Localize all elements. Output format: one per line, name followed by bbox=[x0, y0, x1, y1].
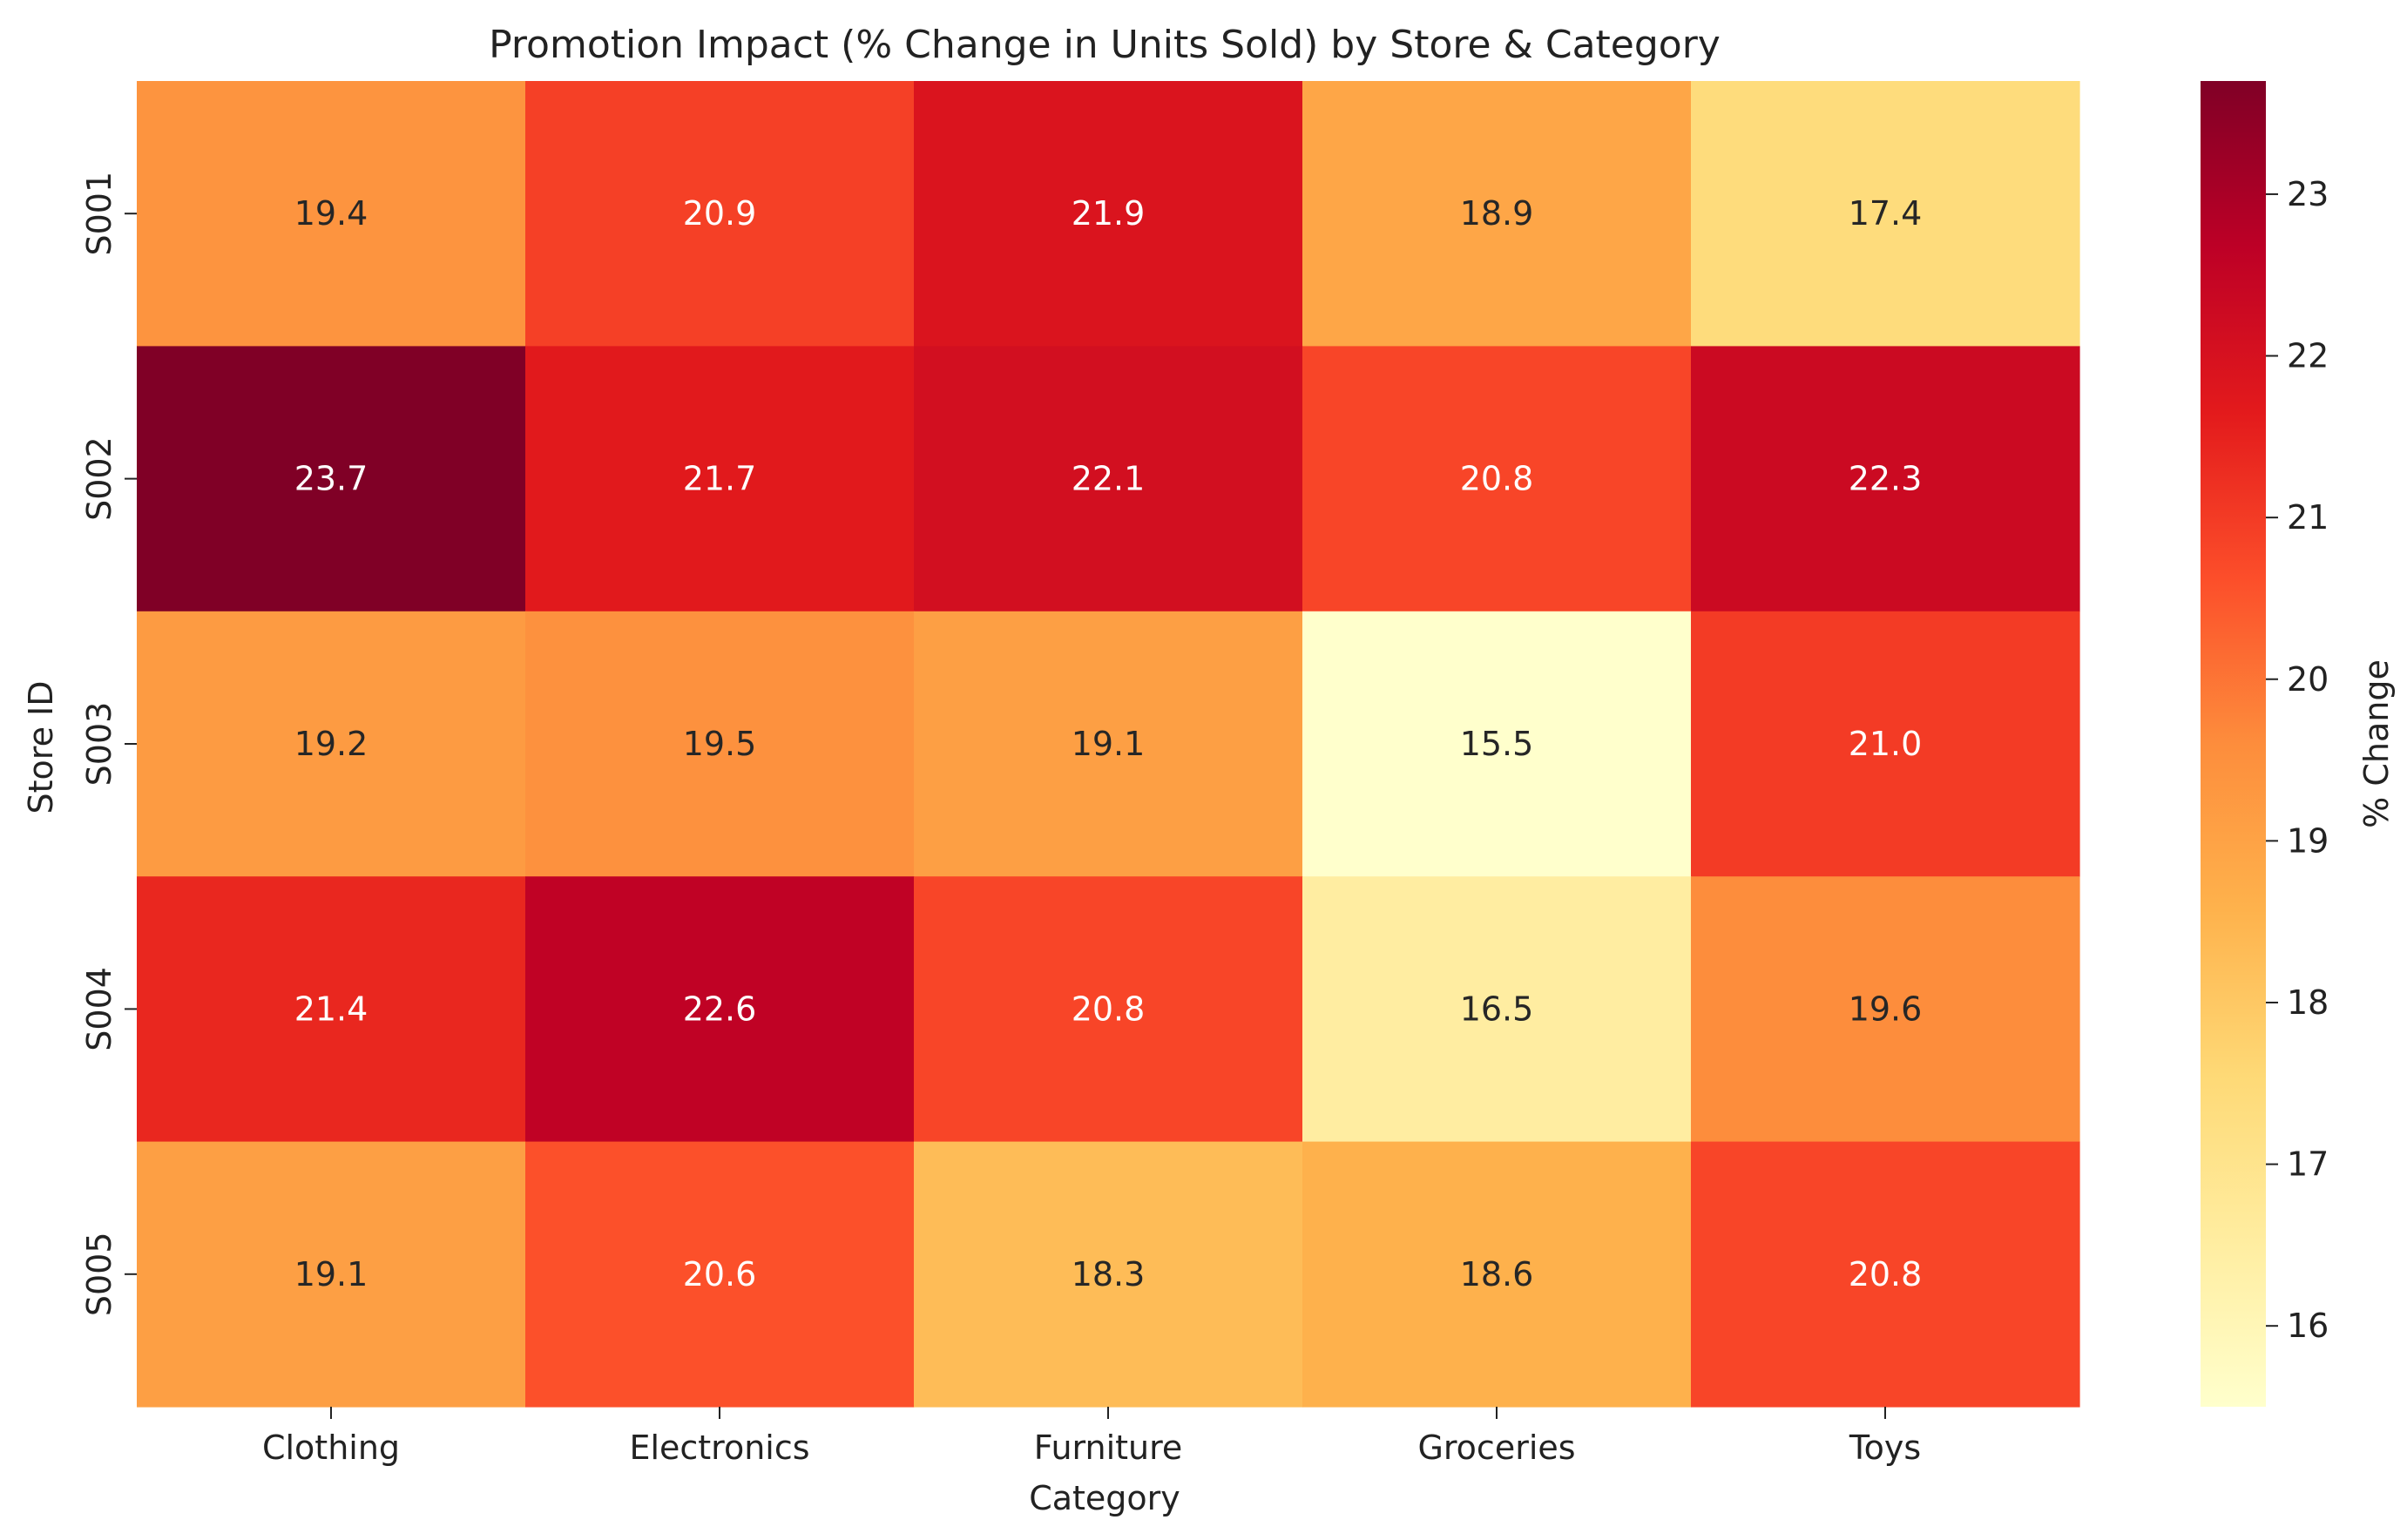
chart-title: Promotion Impact (% Change in Units Sold… bbox=[489, 23, 1721, 67]
y-tick-label: S004 bbox=[80, 967, 118, 1051]
x-tick-label: Electronics bbox=[629, 1429, 809, 1467]
colorbar-tick-label: 21 bbox=[2287, 498, 2329, 537]
cell-value-label: 19.1 bbox=[1072, 725, 1146, 763]
heatmap-cell bbox=[1302, 1141, 1692, 1408]
heatmap-cell bbox=[525, 611, 915, 877]
colorbar-tick-label: 23 bbox=[2287, 175, 2329, 213]
cell-value-label: 18.9 bbox=[1460, 194, 1534, 233]
x-tick-label: Toys bbox=[1849, 1429, 1921, 1467]
heatmap-cell bbox=[914, 876, 1303, 1143]
cell-value-label: 21.7 bbox=[683, 460, 757, 498]
heatmap-cell bbox=[137, 611, 526, 877]
cell-value-label: 19.4 bbox=[294, 194, 368, 233]
heatmap-cell bbox=[137, 81, 526, 347]
heatmap-cell bbox=[1691, 611, 2080, 877]
cell-value-label: 20.8 bbox=[1460, 460, 1534, 498]
cell-value-label: 17.4 bbox=[1849, 194, 1923, 233]
y-axis: S001 S002 S003 S004 S005 bbox=[80, 172, 137, 1316]
heatmap-cell bbox=[525, 81, 915, 347]
y-axis-label: Store ID bbox=[22, 681, 60, 814]
x-axis-label: Category bbox=[1029, 1479, 1180, 1517]
heatmap-cell bbox=[1691, 876, 2080, 1143]
heatmap-cell bbox=[914, 346, 1303, 612]
cell-value-label: 18.3 bbox=[1072, 1255, 1146, 1293]
cell-value-label: 19.5 bbox=[683, 725, 757, 763]
y-tick-label: S003 bbox=[80, 702, 118, 787]
colorbar-tick-label: 16 bbox=[2287, 1307, 2329, 1345]
cell-value-label: 22.3 bbox=[1849, 460, 1923, 498]
x-tick-label: Groceries bbox=[1417, 1429, 1575, 1467]
heatmap-cell bbox=[525, 1141, 915, 1408]
colorbar-tick-label: 22 bbox=[2287, 337, 2329, 375]
heatmap-cell bbox=[1302, 81, 1692, 347]
heatmap-cell bbox=[1302, 876, 1692, 1143]
cell-value-label: 20.8 bbox=[1072, 990, 1146, 1028]
cell-value-label: 18.6 bbox=[1460, 1255, 1534, 1293]
cell-value-label: 21.4 bbox=[294, 990, 368, 1028]
colorbar-tick-label: 17 bbox=[2287, 1145, 2329, 1184]
x-tick-label: Furniture bbox=[1034, 1429, 1183, 1467]
cell-value-label: 19.6 bbox=[1849, 990, 1923, 1028]
x-axis: Clothing Electronics Furniture Groceries Toy… bbox=[262, 1407, 1921, 1467]
heatmap-cell bbox=[1302, 346, 1692, 612]
cell-value-label: 19.1 bbox=[294, 1255, 368, 1293]
cell-value-label: 15.5 bbox=[1460, 725, 1534, 763]
cell-value-label: 22.1 bbox=[1072, 460, 1146, 498]
y-tick-label: S001 bbox=[80, 172, 118, 256]
cell-value-label: 20.6 bbox=[683, 1255, 757, 1293]
heatmap-cell bbox=[1302, 611, 1692, 877]
heatmap-cell bbox=[137, 346, 526, 612]
cell-value-label: 19.2 bbox=[294, 725, 368, 763]
heatmap-cell bbox=[137, 876, 526, 1143]
y-tick-label: S002 bbox=[80, 436, 118, 521]
heatmap-cell bbox=[914, 1141, 1303, 1408]
cell-value-label: 22.6 bbox=[683, 990, 757, 1028]
colorbar-tick-label: 19 bbox=[2287, 821, 2329, 860]
colorbar: 16 17 18 19 20 21 22 23 % Change bbox=[2201, 81, 2396, 1407]
heatmap-cell bbox=[525, 876, 915, 1143]
colorbar-tick-label: 20 bbox=[2287, 660, 2329, 699]
colorbar-tick-label: 18 bbox=[2287, 983, 2329, 1022]
colorbar-ticks: 16 17 18 19 20 21 22 23 bbox=[2266, 175, 2329, 1345]
heatmap-cell bbox=[137, 1141, 526, 1408]
cell-value-label: 20.9 bbox=[683, 194, 757, 233]
y-tick-label: S005 bbox=[80, 1232, 118, 1316]
heatmap-cell bbox=[1691, 1141, 2080, 1408]
heatmap-cell bbox=[1691, 81, 2080, 347]
heatmap-cell bbox=[525, 346, 915, 612]
cell-value-label: 21.9 bbox=[1072, 194, 1146, 233]
cell-value-label: 23.7 bbox=[294, 460, 368, 498]
heatmap-cell bbox=[914, 611, 1303, 877]
heatmap-cell bbox=[1691, 346, 2080, 612]
heatmap-cell-labels: 19.4 20.9 21.9 18.9 17.4 23.7 21.7 22.1 20.8 22.3… bbox=[294, 194, 1923, 1293]
heatmap-cells bbox=[137, 81, 2080, 1408]
cell-value-label: 16.5 bbox=[1460, 990, 1534, 1028]
cell-value-label: 21.0 bbox=[1849, 725, 1923, 763]
x-tick-label: Clothing bbox=[262, 1429, 400, 1467]
heatmap-cell bbox=[914, 81, 1303, 347]
colorbar-gradient bbox=[2201, 81, 2266, 1407]
colorbar-label: % Change bbox=[2357, 659, 2396, 828]
cell-value-label: 20.8 bbox=[1849, 1255, 1923, 1293]
